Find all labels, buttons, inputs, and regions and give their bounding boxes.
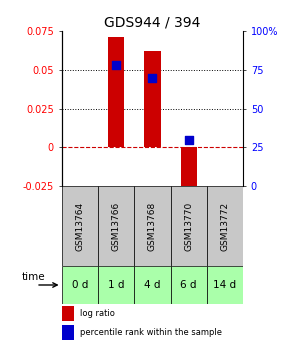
Text: GSM13764: GSM13764: [75, 202, 84, 251]
Bar: [180, 148, 197, 191]
Text: percentile rank within the sample: percentile rank within the sample: [80, 328, 222, 337]
Bar: [171, 186, 207, 266]
Text: GSM13766: GSM13766: [112, 201, 120, 251]
Title: GDS944 / 394: GDS944 / 394: [104, 16, 200, 30]
Bar: [207, 186, 243, 266]
Text: log ratio: log ratio: [80, 309, 115, 318]
Bar: [62, 325, 74, 340]
Text: time: time: [22, 273, 45, 283]
Bar: [134, 186, 171, 266]
Bar: [108, 37, 124, 148]
Text: 1 d: 1 d: [108, 280, 124, 290]
Bar: [171, 266, 207, 304]
Text: 4 d: 4 d: [144, 280, 161, 290]
Bar: [62, 186, 98, 266]
Bar: [62, 306, 74, 321]
Bar: [62, 266, 98, 304]
Text: GSM13770: GSM13770: [184, 201, 193, 251]
Text: 14 d: 14 d: [214, 280, 236, 290]
Text: GSM13768: GSM13768: [148, 201, 157, 251]
Bar: [98, 266, 134, 304]
Bar: [134, 266, 171, 304]
Text: 6 d: 6 d: [180, 280, 197, 290]
Text: GSM13772: GSM13772: [221, 202, 229, 251]
Point: [150, 75, 155, 80]
Point: [186, 137, 191, 142]
Bar: [144, 51, 161, 148]
Bar: [98, 186, 134, 266]
Text: 0 d: 0 d: [71, 280, 88, 290]
Point: [114, 62, 118, 68]
Bar: [207, 266, 243, 304]
